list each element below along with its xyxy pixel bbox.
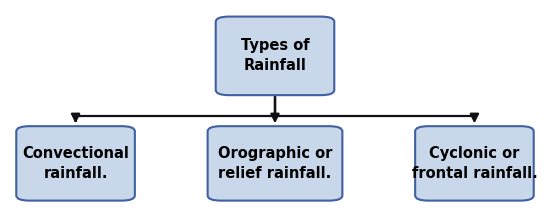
Text: Convectional
rainfall.: Convectional rainfall. [22,146,129,181]
Text: Orographic or
relief rainfall.: Orographic or relief rainfall. [218,146,332,181]
FancyBboxPatch shape [16,126,135,201]
FancyBboxPatch shape [216,17,334,95]
Text: Cyclonic or
frontal rainfall.: Cyclonic or frontal rainfall. [411,146,537,181]
Text: Types of
Rainfall: Types of Rainfall [241,38,309,73]
FancyBboxPatch shape [208,126,342,201]
FancyBboxPatch shape [415,126,534,201]
